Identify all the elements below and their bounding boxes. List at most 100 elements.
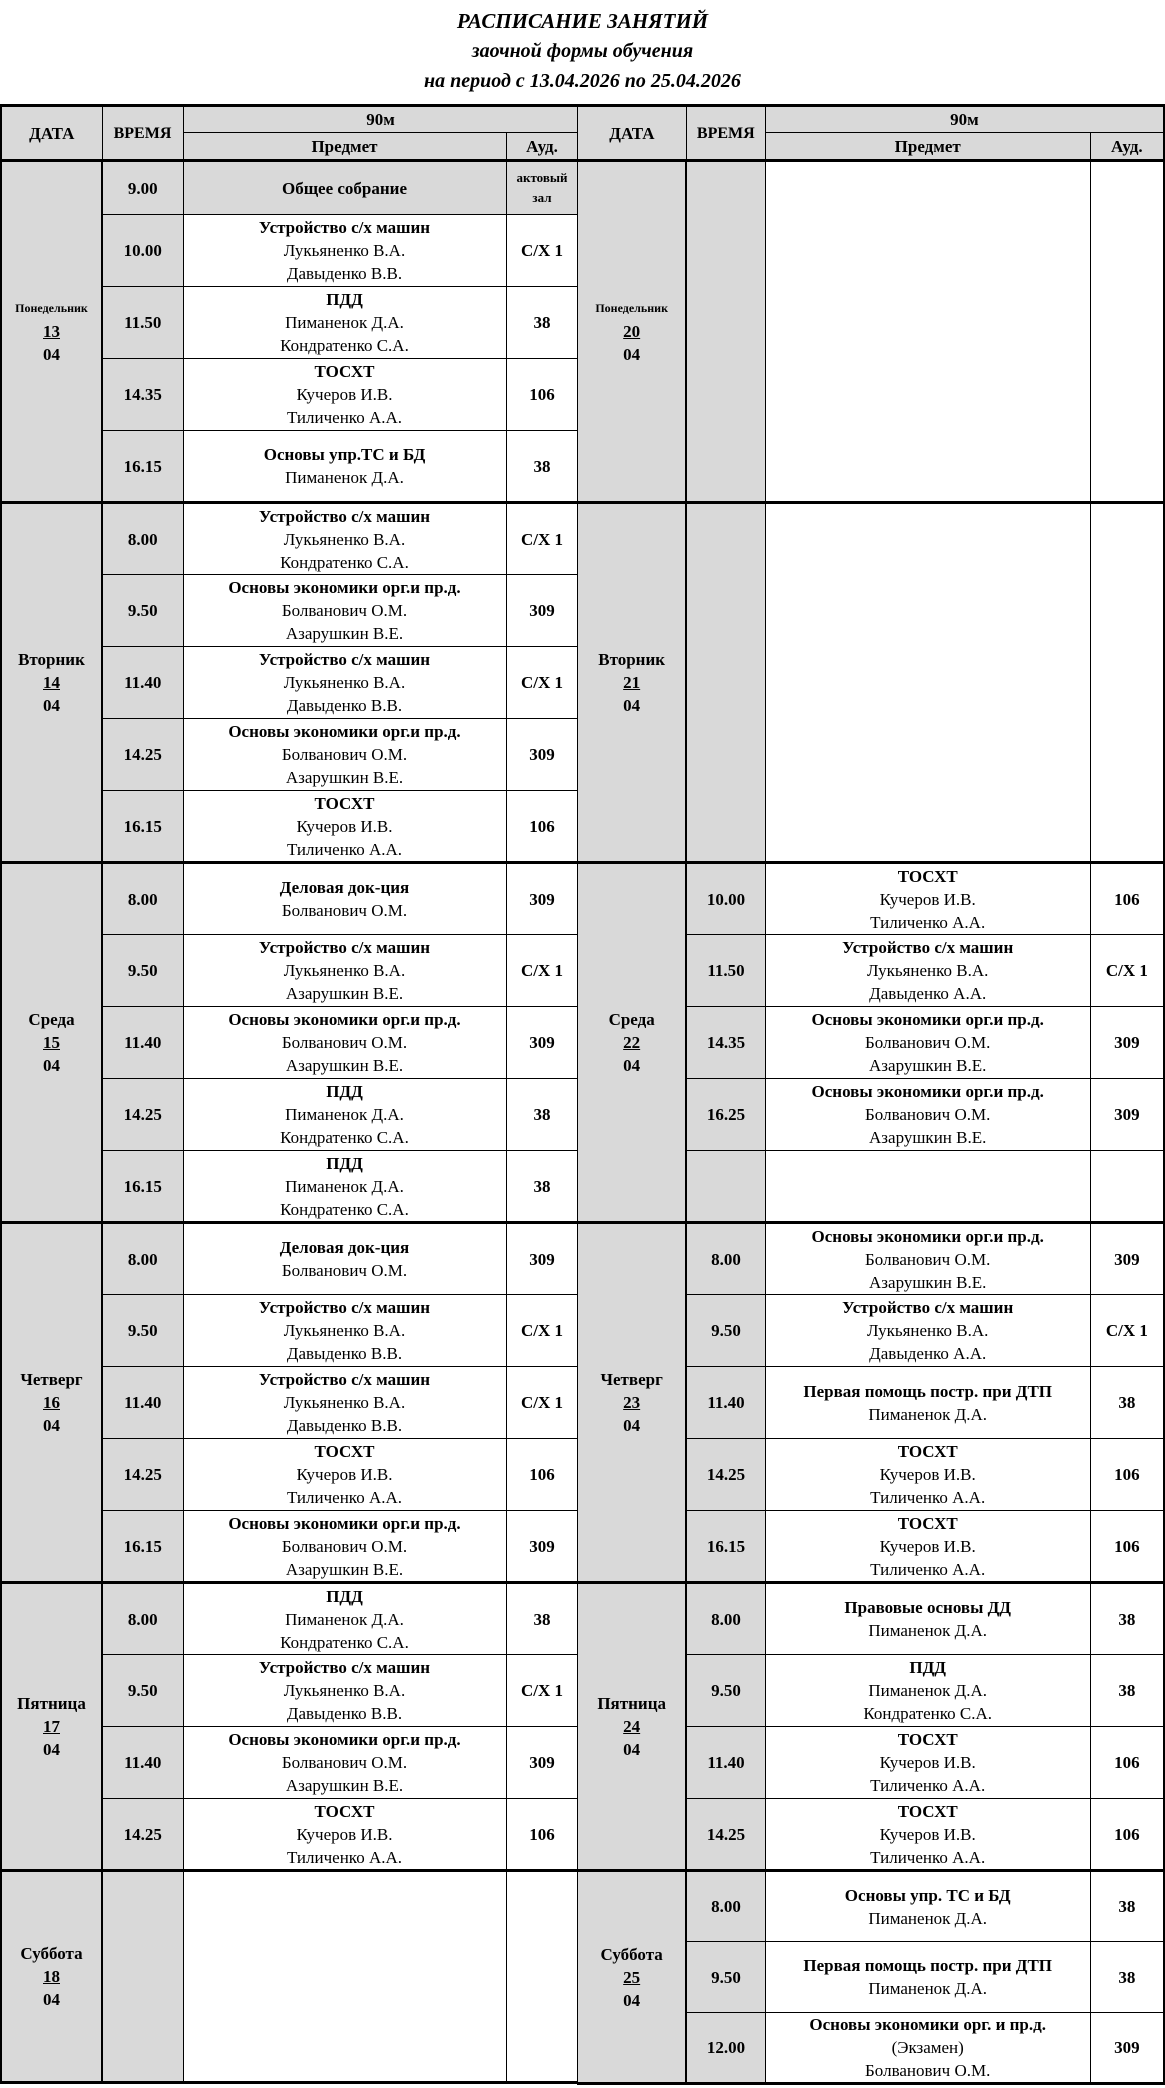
teacher-name: Пиманенок Д.А. (868, 1621, 988, 1640)
room-cell: 309 (505, 1222, 579, 1295)
time-cell: 8.00 (685, 1582, 766, 1655)
day-number: 15 (43, 1033, 60, 1052)
empty-day-row: Вторник 21 04 (577, 502, 1165, 864)
subject-cell: ПДД Пиманенок Д.А. Кондратенко С.А. (182, 286, 507, 359)
subject-name: Устройство с/х машин (258, 506, 431, 526)
teacher-name: Тиличенко А.А. (286, 1847, 403, 1867)
room-cell: С/Х 1 (505, 214, 579, 287)
time-cell: 9.50 (685, 1654, 766, 1727)
subject-cell: Основы упр.ТС и БД Пиманенок Д.А. (182, 430, 507, 504)
time-cell: 11.50 (101, 286, 184, 359)
subject-name: ПДД (326, 1586, 363, 1606)
time-cell: 9.50 (685, 1941, 766, 2013)
header-duration: 90м (764, 105, 1165, 133)
teacher-name: Пиманенок Д.А. (285, 1105, 404, 1124)
room-cell: С/Х 1 (1089, 1294, 1165, 1367)
teacher-name: Тиличенко А.А. (286, 839, 403, 859)
lesson-row: 14.35 Основы экономики орг.и пр.д. Болвано… (578, 1006, 1165, 1079)
time-cell: 8.00 (101, 502, 184, 575)
teacher-name: Кучеров И.В. (296, 1465, 393, 1484)
subject-cell: Устройство с/х машин Лукьяненко В.А. Давыд… (764, 1294, 1091, 1367)
time-cell: 11.40 (101, 1006, 184, 1079)
time-cell: 9.50 (101, 934, 184, 1007)
teacher-name: Болванович О.М. (865, 1033, 991, 1052)
teacher-name: Пиманенок Д.А. (868, 1681, 988, 1700)
lesson-row: 11.50 ПДД Пиманенок Д.А. Кондратенко С.А. 38 (1, 286, 579, 359)
lesson-row: 11.40 Устройство с/х машин Лукьяненко В.А.… (1, 646, 579, 719)
room-cell: 309 (505, 718, 579, 791)
subject-name: ПДД (326, 290, 363, 309)
teacher-name: Давыденко А.А. (869, 984, 987, 1003)
teacher-name: Лукьяненко В.А. (866, 961, 989, 980)
subject-name: ТОСХТ (314, 362, 375, 381)
lesson-row: Среда 15 04 8.00 Деловая док-ция Болванович О… (0, 862, 579, 1224)
day-number: 25 (623, 1967, 641, 1987)
header-duration: 90м (182, 105, 579, 133)
day-cell: Среда 22 04 (577, 862, 688, 1224)
teacher-name: Болванович О.М. (281, 1261, 408, 1280)
time-cell: 8.00 (101, 1222, 184, 1295)
day-number: 23 (623, 1393, 641, 1412)
teacher-name: Болванович О.М. (865, 1249, 991, 1269)
teacher-name: Лукьяненко В.А. (283, 673, 406, 692)
lesson-row: 14.35 ТОСХТ Кучеров И.В. Тиличенко А.А. 106 (1, 358, 579, 431)
lesson-row (578, 1150, 1165, 1224)
header-date: ДАТА (577, 105, 687, 162)
schedule-titles: РАСПИСАНИЕ ЗАНЯТИЙ заочной формы обучени… (0, 6, 1165, 96)
subject-name: Правовые основы ДД (844, 1598, 1011, 1617)
room-cell: 106 (1089, 862, 1165, 935)
subject-name: Устройство с/х машин (842, 1298, 1014, 1317)
day-month: 04 (623, 696, 641, 715)
day-name: Вторник (18, 650, 85, 669)
room-cell: 309 (505, 1726, 579, 1799)
lesson-row: 16.15 ТОСХТ Кучеров И.В. Тиличенко А.А. 106 (1, 790, 579, 864)
subject-cell: ТОСХТ Кучеров И.В. Тиличенко А.А. (182, 790, 507, 864)
teacher-name: Лукьяненко В.А. (283, 1681, 406, 1700)
teacher-name: Кучеров И.В. (879, 1536, 976, 1556)
subject-cell: Основы экономики орг.и пр.д. Болванович О… (182, 1006, 507, 1079)
header-room: Ауд. (1089, 132, 1165, 162)
teacher-name: Пиманенок Д.А. (868, 1404, 988, 1424)
day-number: 24 (623, 1717, 641, 1736)
teacher-name: Кондратенко С.А. (280, 1128, 409, 1147)
day-month: 04 (623, 1416, 641, 1435)
teacher-name: (Экзамен) (891, 2038, 964, 2057)
subject-cell: Основы экономики орг.и пр.д. Болванович О… (764, 1078, 1091, 1151)
subject-name: Основы экономики орг.и пр.д. (228, 722, 461, 741)
subject-cell: Деловая док-ция Болванович О.М. (182, 1222, 507, 1295)
teacher-name: Азарушкин В.Е. (869, 1272, 987, 1292)
subject-cell: Устройство с/х машин Лукьяненко В.А. Азару… (182, 934, 507, 1007)
subject-cell: ТОСХТ Кучеров И.В. Тиличенко А.А. (182, 1438, 507, 1511)
lesson-row: 16.15 ТОСХТ Кучеров И.В. Тиличенко А.А. 106 (578, 1510, 1165, 1584)
teacher-name: Кондратенко С.А. (280, 1632, 409, 1652)
day-month: 04 (623, 1990, 641, 2010)
teacher-name: Давыденко В.В. (286, 1416, 403, 1435)
empty-day-row: Суббота 18 04 (0, 1870, 579, 2084)
room-cell: 309 (505, 1006, 579, 1079)
room-cell: С/Х 1 (1089, 934, 1165, 1007)
subject-name: Устройство с/х машин (258, 938, 431, 957)
lesson-row: Четверг 16 04 8.00 Деловая док-ция Болванович… (0, 1222, 579, 1584)
teacher-name: Давыденко В.В. (286, 264, 403, 283)
subject-cell: Правовые основы ДД Пиманенок Д.А. (764, 1582, 1091, 1655)
room-cell (1089, 502, 1165, 864)
period: на период с 13.04.2026 по 25.04.2026 (424, 70, 741, 92)
lesson-row: 14.25 ТОСХТ Кучеров И.В. Тиличенко А.А. 106 (1, 1438, 579, 1511)
lesson-row: 16.15 Основы упр.ТС и БД Пиманенок Д.А. 38 (1, 430, 579, 504)
time-cell: 10.00 (685, 862, 766, 935)
subject-cell: ТОСХТ Кучеров И.В. Тиличенко А.А. (764, 1726, 1091, 1799)
time-cell: 11.40 (101, 1726, 184, 1799)
subject-cell: Общее собрание (182, 160, 507, 215)
lesson-row: 14.25 ТОСХТ Кучеров И.В. Тиличенко А.А. 106 (1, 1798, 579, 1872)
room-cell: 38 (505, 1150, 579, 1224)
lesson-row: 9.50 Устройство с/х машин Лукьяненко В.А. А… (1, 934, 579, 1007)
teacher-name: Кучеров И.В. (879, 889, 976, 909)
room-cell: 106 (1089, 1726, 1165, 1799)
lesson-row: 11.40 Первая помощь постр. при ДТП Пиманен… (578, 1366, 1165, 1439)
subject-cell: ПДД Пиманенок Д.А. Кондратенко С.А. (182, 1150, 507, 1224)
subject-name: Устройство с/х машин (842, 938, 1014, 957)
subject-cell: Деловая док-ция Болванович О.М. (182, 862, 507, 935)
subject-cell: ТОСХТ Кучеров И.В. Тиличенко А.А. (764, 1510, 1091, 1584)
subject-cell: ТОСХТ Кучеров И.В. Тиличенко А.А. (764, 862, 1091, 935)
day-cell: Среда 15 04 (0, 862, 103, 1224)
